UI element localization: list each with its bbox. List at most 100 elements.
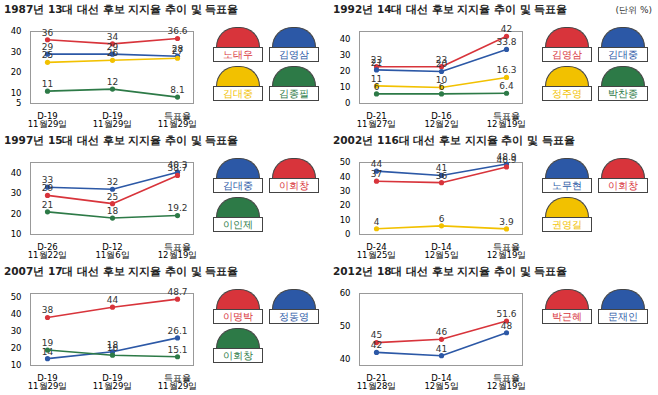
svg-text:30: 30 [340,186,351,196]
svg-text:10: 10 [340,82,351,92]
svg-text:50: 50 [340,157,351,167]
svg-text:D-1211월6일: D-1211월6일 [95,242,129,261]
svg-text:18: 18 [107,206,119,216]
svg-text:10: 10 [11,360,22,370]
svg-text:21: 21 [42,200,53,210]
svg-text:26.1: 26.1 [167,326,187,336]
svg-text:30: 30 [11,326,22,336]
svg-text:40: 40 [11,168,22,178]
svg-text:20: 20 [11,209,22,219]
svg-text:33.8: 33.8 [496,37,516,47]
svg-text:0: 0 [345,229,350,239]
svg-text:60: 60 [340,288,351,298]
svg-text:38.7: 38.7 [167,163,187,173]
svg-text:4: 4 [374,217,380,227]
svg-text:40: 40 [11,26,22,36]
html-text:1987년 13대 대선 후보 지지율 추이 및 득표율: 1987년 13대 대선 후보 지지율 추이 및 득표율 [4,3,239,15]
svg-text:6: 6 [374,82,380,92]
svg-text:16: 16 [107,343,119,353]
html-text:2012년 18대 대선 후보 지지율 추이 및 득표율: 2012년 18대 대선 후보 지지율 추이 및 득표율 [333,265,568,277]
svg-text:30: 30 [340,50,351,60]
svg-text:D-1911월29일: D-1911월29일 [28,373,68,392]
html-text:1997년 15대 대선 후보 지지율 추이 및 득표율: 1997년 15대 대선 후보 지지율 추이 및 득표율 [4,134,239,146]
svg-text:44: 44 [371,159,383,169]
svg-text:득표율12월19일: 득표율12월19일 [487,373,527,392]
svg-text:36: 36 [42,28,54,38]
svg-text:36: 36 [436,171,448,181]
svg-text:29: 29 [42,183,54,193]
svg-text:D-1911월29일: D-1911월29일 [93,111,133,130]
svg-text:12: 12 [107,77,118,87]
svg-text:20: 20 [340,200,351,210]
html-text:1992년 14대 대선 후보 지지율 추이 및 득표율: 1992년 14대 대선 후보 지지율 추이 및 득표율 [333,3,568,15]
html-text:김영삼: 김영삼 [279,49,309,60]
svg-text:D-1612월2일: D-1612월2일 [424,111,458,130]
svg-text:득표율12월19일: 득표율12월19일 [487,111,527,130]
svg-text:8.1: 8.1 [170,85,184,95]
svg-text:득표율12월19일: 득표율12월19일 [487,242,527,261]
svg-text:25: 25 [107,192,118,202]
svg-text:26: 26 [107,48,119,58]
svg-text:19: 19 [42,338,54,348]
svg-text:30: 30 [11,188,22,198]
svg-text:D-1412월5일: D-1412월5일 [424,373,458,392]
svg-text:10: 10 [340,215,351,225]
svg-text:41: 41 [436,344,447,354]
svg-text:10: 10 [11,88,22,98]
svg-text:42: 42 [371,340,382,350]
svg-text:42: 42 [501,24,512,34]
svg-text:D-2111월28일: D-2111월28일 [357,373,397,392]
svg-text:득표율12월19일: 득표율12월19일 [158,242,198,261]
svg-text:48: 48 [501,321,513,331]
svg-text:16.3: 16.3 [496,65,516,75]
svg-text:38: 38 [42,305,54,315]
svg-text:6.4: 6.4 [499,81,514,91]
svg-text:21: 21 [371,58,382,68]
svg-text:6: 6 [439,82,445,92]
svg-text:32: 32 [107,177,118,187]
svg-text:40: 40 [340,354,351,364]
svg-text:40: 40 [11,309,22,319]
svg-text:19.2: 19.2 [167,203,187,213]
svg-text:D-2111월27일: D-2111월27일 [357,111,397,130]
svg-text:37: 37 [371,169,382,179]
svg-text:D-2411월25일: D-2411월25일 [357,242,397,261]
svg-text:45: 45 [371,330,382,340]
svg-text:46.9: 46.9 [496,155,516,165]
svg-text:10: 10 [11,229,22,239]
svg-text:20: 20 [11,67,22,77]
svg-text:3.9: 3.9 [499,217,514,227]
svg-text:D-2611월22일: D-2611월22일 [28,242,68,261]
svg-text:25: 25 [42,50,53,60]
html-text:2002년 116대 대선 후보 지지율 추이 및 득표율: 2002년 116대 대선 후보 지지율 추이 및 득표율 [333,134,575,146]
svg-text:20: 20 [11,343,22,353]
svg-text:D-1911월29일: D-1911월29일 [93,373,133,392]
svg-text:50: 50 [11,292,22,302]
svg-text:36.6: 36.6 [167,26,187,36]
svg-text:40: 40 [340,172,351,182]
svg-text:D-1911월29일: D-1911월29일 [28,111,68,130]
svg-text:34: 34 [107,32,119,42]
svg-text:득표율11월29일: 득표율11월29일 [158,373,198,392]
svg-text:48.7: 48.7 [167,287,187,297]
svg-text:50: 50 [340,321,351,331]
html-text:2007년 17대 대선 후보 지지율 추이 및 득표율: 2007년 17대 대선 후보 지지율 추이 및 득표율 [4,265,239,277]
svg-text:11: 11 [42,79,53,89]
svg-text:46: 46 [436,327,448,337]
svg-text:30: 30 [11,47,22,57]
svg-text:20: 20 [340,66,351,76]
svg-text:44: 44 [107,295,119,305]
svg-text:14: 14 [42,347,54,357]
html-text:김대중: 김대중 [223,88,253,99]
svg-text:40: 40 [340,34,351,44]
svg-text:6: 6 [439,214,445,224]
svg-text:15.1: 15.1 [167,345,187,355]
html-text:노태우: 노태우 [223,49,253,60]
svg-text:D-1412월5일: D-1412월5일 [424,242,458,261]
svg-text:0: 0 [345,98,350,108]
svg-text:20: 20 [436,59,448,69]
svg-text:27: 27 [172,46,183,56]
svg-text:득표율11월29일: 득표율11월29일 [158,111,198,130]
svg-text:51.6: 51.6 [496,309,516,319]
svg-text:5: 5 [16,98,21,108]
